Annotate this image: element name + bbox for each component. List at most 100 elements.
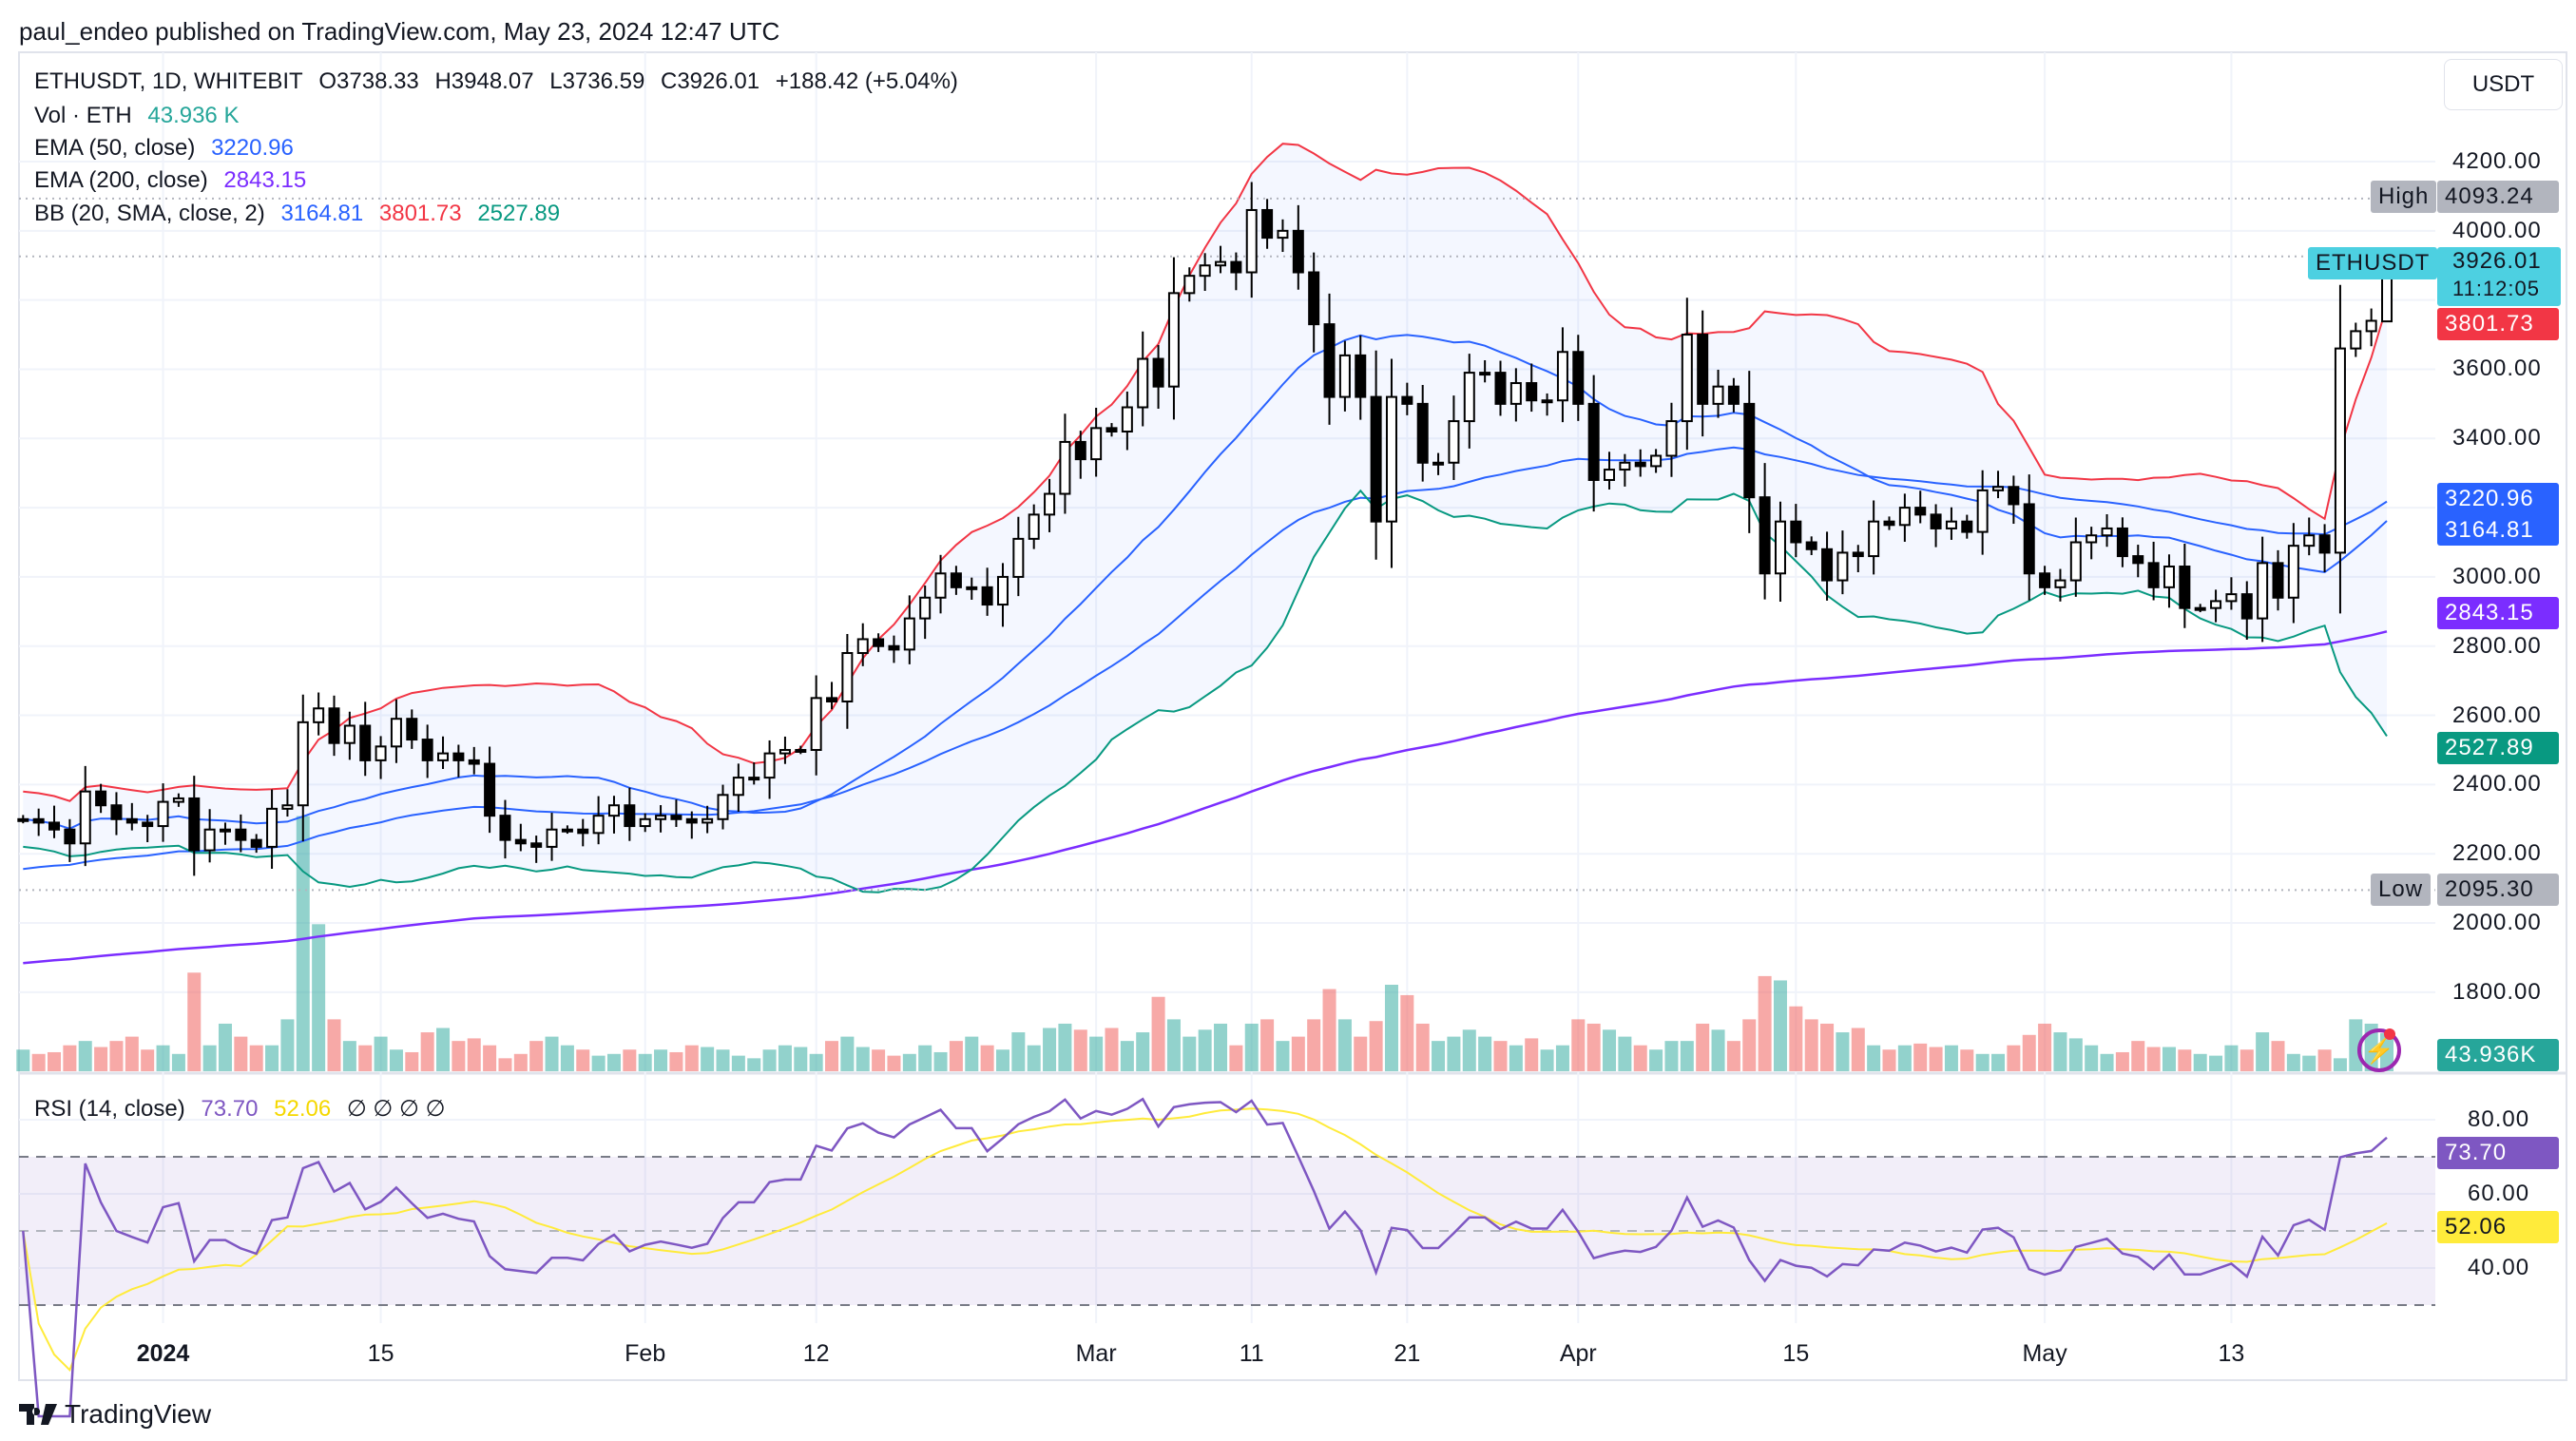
time-tick-label: Mar <box>1075 1340 1117 1367</box>
legend-ema50-row[interactable]: EMA (50, close) 3220.96 <box>34 135 303 162</box>
candle-body <box>1028 513 1040 540</box>
candle <box>110 792 123 836</box>
candle <box>934 554 947 614</box>
rsi-tick-label: 80.00 <box>2468 1106 2530 1132</box>
volume-bar <box>1897 1045 1912 1071</box>
volume-tag: 43.936K <box>2437 1039 2559 1071</box>
candle-body <box>1167 292 1180 388</box>
price-tick-label: 2800.00 <box>2452 632 2542 659</box>
low-value-tag: 2095.30 <box>2437 874 2559 906</box>
candle <box>1028 504 1040 549</box>
candle <box>2116 517 2128 567</box>
volume-bar <box>716 1049 730 1071</box>
candle <box>1556 327 1568 423</box>
candle-body <box>1261 208 1274 240</box>
candle <box>1634 449 1646 477</box>
candle-body <box>79 790 91 845</box>
candle <box>2303 517 2316 556</box>
volume-bar <box>701 1047 715 1071</box>
candle <box>1292 204 1304 290</box>
candle-body <box>95 790 107 807</box>
candle-body <box>856 638 869 655</box>
volume-bar <box>1229 1045 1243 1071</box>
candle-body <box>1090 427 1103 461</box>
volume-bar <box>1120 1041 1134 1071</box>
legend-volume-row[interactable]: Vol · ETH 43.936 K <box>34 103 248 129</box>
price-tick-label: 3400.00 <box>2452 425 2542 452</box>
volume-bar <box>1369 1021 1383 1071</box>
candle-body <box>2069 541 2082 582</box>
legend-symbol[interactable]: ETHUSDT, 1D, WHITEBIT <box>34 68 303 94</box>
legend-rsi-label: RSI (14, close) <box>34 1096 185 1122</box>
volume-bar <box>638 1053 652 1071</box>
tradingview-logo[interactable]: TradingView <box>19 1399 211 1430</box>
candle <box>1167 257 1180 420</box>
candle-body <box>1572 351 1585 405</box>
candle-body <box>125 817 138 824</box>
candle-body <box>981 586 993 606</box>
candle <box>219 822 231 845</box>
volume-bar <box>545 1036 559 1071</box>
candle <box>1743 371 1756 533</box>
candle <box>1261 199 1274 249</box>
volume-bar <box>872 1049 886 1071</box>
candle <box>297 694 309 842</box>
ema50-tag: 3220.96 <box>2445 486 2534 511</box>
candle <box>1526 363 1538 413</box>
legend-ema200-row[interactable]: EMA (200, close) 2843.15 <box>34 167 316 194</box>
currency-button[interactable]: USDT <box>2444 59 2563 110</box>
candle-body <box>1697 334 1709 405</box>
legend-rsi-row[interactable]: RSI (14, close) 73.70 52.06 ∅ ∅ ∅ ∅ <box>34 1095 455 1123</box>
volume-bar <box>1493 1041 1508 1071</box>
legend-bb-basis: 3164.81 <box>280 201 364 226</box>
volume-bar <box>312 924 326 1071</box>
volume-bar <box>669 1051 683 1071</box>
ema50-bb-basis-tag: 3220.96 3164.81 <box>2437 483 2559 546</box>
candle <box>79 765 91 867</box>
candle-body <box>732 777 744 797</box>
volume-bar <box>327 1019 341 1071</box>
candle <box>1790 504 1802 558</box>
candle-body <box>1805 541 1817 550</box>
candle-body <box>1432 461 1445 466</box>
volume-bar <box>2302 1055 2316 1071</box>
candle <box>1121 391 1133 451</box>
candle-body <box>1183 275 1196 295</box>
candle <box>966 577 978 600</box>
candle-body <box>468 759 480 765</box>
volume-bar <box>420 1032 434 1071</box>
candle <box>685 811 698 839</box>
rsi-line <box>22 1097 2388 1418</box>
candle <box>763 740 776 799</box>
candle <box>1199 253 1211 291</box>
candle-body <box>1634 461 1646 468</box>
volume-bar <box>1384 985 1398 1071</box>
candle-body <box>2287 545 2299 599</box>
candle-body <box>841 652 854 702</box>
volume-bar <box>980 1045 994 1071</box>
price-tick-label: 3600.00 <box>2452 355 2542 382</box>
candle-body <box>1541 399 1553 404</box>
candle <box>717 784 729 830</box>
candle <box>328 695 340 757</box>
candle <box>1836 530 1849 595</box>
candle-body <box>2272 562 2284 599</box>
candle <box>888 635 900 663</box>
volume-bar <box>1540 1049 1554 1071</box>
candle <box>313 692 325 736</box>
candle <box>359 701 372 777</box>
candle-body <box>1323 323 1336 398</box>
candle-body <box>2350 330 2362 350</box>
candle-body <box>934 572 947 599</box>
candle-body <box>903 617 915 651</box>
candle <box>1323 293 1336 425</box>
lightning-alert-icon[interactable]: ⚡ <box>2357 1028 2401 1072</box>
candle <box>2069 517 2082 597</box>
volume-bar <box>1804 1019 1818 1071</box>
volume-bar <box>342 1041 356 1071</box>
candle <box>1976 470 1989 555</box>
candle-body <box>235 828 247 841</box>
candle <box>1245 182 1258 298</box>
legend-bb-row[interactable]: BB (20, SMA, close, 2) 3164.81 3801.73 2… <box>34 201 569 227</box>
